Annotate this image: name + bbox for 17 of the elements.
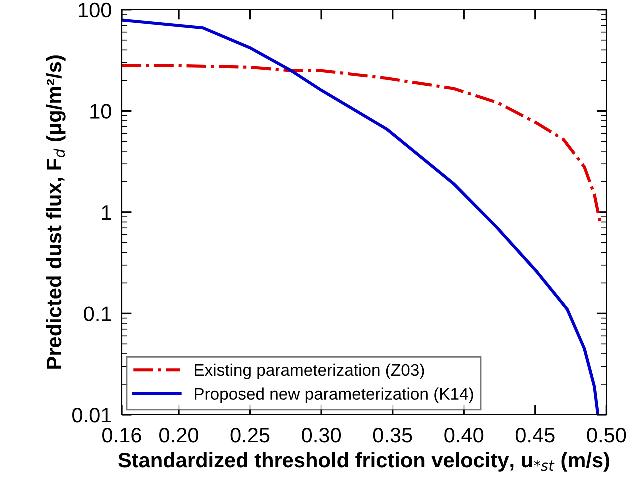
x-tick-label: 0.35 xyxy=(373,428,412,443)
x-tick-label: 0.40 xyxy=(444,428,484,443)
y-tick-label: 1 xyxy=(102,206,112,220)
x-tick-label: 0.16 xyxy=(102,428,142,443)
legend-label: Existing parameterization (Z03) xyxy=(195,364,424,380)
legend-label: Proposed new parameterization (K14) xyxy=(195,388,474,404)
x-tick-label: 0.25 xyxy=(230,428,270,443)
y-tick-label: 10 xyxy=(90,104,112,119)
x-tick-label: 0.45 xyxy=(516,428,555,443)
y-tick-label: 100 xyxy=(79,2,112,18)
x-tick-label: 0.30 xyxy=(302,428,342,443)
x-tick-label: 0.20 xyxy=(160,428,198,443)
y-tick-label: 0.1 xyxy=(84,306,112,322)
y-axis-title: Predicted dust flux, F$_{d}$ (μg/m²/s) xyxy=(46,56,66,369)
x-tick-label: 0.50 xyxy=(587,428,626,443)
y-tick-label: 0.01 xyxy=(72,408,112,423)
x-axis-title: Standardized threshold friction velocity, u$_{*st}$ (m/s) xyxy=(118,452,610,472)
